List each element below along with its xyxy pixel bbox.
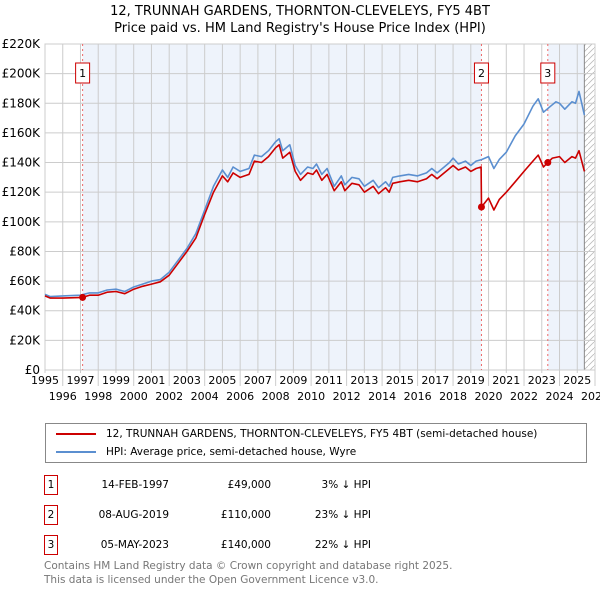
sale-point [79, 293, 87, 301]
legend-label-hpi: HPI: Average price, semi-detached house,… [106, 445, 357, 458]
y-tick-label: £140K [2, 156, 42, 170]
x-tick-label: 2007 [244, 374, 272, 387]
x-tick-label: 2018 [439, 390, 467, 403]
x-tick-label: 2019 [457, 374, 485, 387]
y-tick-label: £80K [9, 244, 41, 258]
plot-area: 1995 1996 1997 1998 1999 2000 2001 2002 2003 2004… [2, 37, 600, 403]
x-tick-label: 1999 [102, 374, 130, 387]
y-tick-label: £180K [2, 96, 42, 110]
y-tick-label: £60K [9, 274, 41, 288]
legend-swatch-hpi [56, 450, 96, 453]
x-tick-label: 2013 [350, 374, 378, 387]
legend-item-property: 12, TRUNNAH GARDENS, THORNTON-CLEVELEYS,… [56, 425, 537, 442]
chart-subtitle: Price paid vs. HM Land Registry's House … [114, 21, 486, 36]
x-tick-label: 2024 [546, 390, 574, 403]
sale-row: 3 05-MAY-2023 £140,000 22% ↓ HPI [44, 535, 564, 555]
x-tick-label: 2016 [404, 390, 432, 403]
sale-hpi-relation: 22% ↓ HPI [314, 539, 371, 551]
sale-row: 1 14-FEB-1997 £49,000 3% ↓ HPI [44, 475, 564, 495]
x-tick-label: 2001 [137, 374, 165, 387]
plot-border [44, 43, 596, 371]
x-tick-label: 2026 [581, 390, 600, 403]
sale-label-box [473, 62, 489, 84]
future-hatch [584, 44, 595, 370]
sale-row: 2 08-AUG-2019 £110,000 23% ↓ HPI [44, 505, 564, 525]
x-tick-label: 2022 [510, 390, 538, 403]
x-tick-label: 2020 [475, 390, 503, 403]
y-tick-label: £220K [2, 37, 42, 51]
legend-label-property: 12, TRUNNAH GARDENS, THORNTON-CLEVELEYS,… [106, 427, 538, 440]
sale-price: £49,000 [227, 479, 271, 491]
x-tick-label: 1998 [84, 390, 112, 403]
footer-copyright: Contains HM Land Registry data © Crown c… [44, 560, 453, 572]
series-line-hpi [44, 90, 586, 298]
x-tick-label: 2005 [208, 374, 236, 387]
sale-number-badge: 1 [44, 475, 58, 495]
sale-date: 08-AUG-2019 [98, 509, 169, 521]
sale-label-box [75, 62, 91, 84]
sale-number-badge: 2 [44, 505, 58, 525]
x-tick-label: 2010 [297, 390, 325, 403]
y-tick-label: £0 [25, 363, 40, 377]
legend-swatch-property [56, 432, 96, 435]
y-tick-label: £20K [9, 333, 41, 347]
sale-label-number: 2 [478, 67, 485, 80]
x-tick-label: 2002 [155, 390, 183, 403]
chart-title: 12, TRUNNAH GARDENS, THORNTON-CLEVELEYS,… [110, 4, 490, 19]
x-tick-label: 2015 [386, 374, 414, 387]
sale-date: 14-FEB-1997 [101, 479, 169, 491]
footer-licence: This data is licensed under the Open Gov… [44, 574, 379, 586]
sale-label-number: 1 [79, 67, 86, 80]
x-tick-label: 2000 [120, 390, 148, 403]
x-tick-label: 2011 [315, 374, 343, 387]
x-tick-label: 2003 [173, 374, 201, 387]
x-tick-label: 2025 [563, 374, 591, 387]
ownership-shade [82, 44, 482, 370]
sale-date: 05-MAY-2023 [100, 539, 169, 551]
x-tick-label: 2012 [333, 390, 361, 403]
sale-hpi-relation: 23% ↓ HPI [314, 509, 371, 521]
y-tick-label: £40K [9, 304, 41, 318]
sale-hpi-relation: 3% ↓ HPI [321, 479, 371, 491]
sale-price: £140,000 [220, 539, 271, 551]
sale-point [477, 203, 485, 211]
x-tick-label: 2004 [191, 390, 219, 403]
series-line-property [44, 144, 586, 299]
x-tick-label: 1997 [66, 374, 94, 387]
y-tick-label: £120K [2, 185, 42, 199]
y-tick-label: £200K [2, 67, 42, 81]
legend: 12, TRUNNAH GARDENS, THORNTON-CLEVELEYS,… [45, 423, 587, 463]
x-tick-label: 2006 [226, 390, 254, 403]
x-tick-label: 2009 [279, 374, 307, 387]
sale-label-box [540, 62, 556, 84]
x-tick-label: 1995 [31, 374, 59, 387]
y-tick-label: £160K [2, 126, 42, 140]
sale-label-number: 3 [544, 67, 551, 80]
sale-point [544, 159, 552, 167]
sale-number-badge: 3 [44, 535, 58, 555]
x-tick-label: 2023 [528, 374, 556, 387]
sale-price: £110,000 [220, 509, 271, 521]
x-tick-label: 1996 [49, 390, 77, 403]
x-tick-label: 2008 [262, 390, 290, 403]
x-tick-label: 2017 [421, 374, 449, 387]
legend-item-hpi: HPI: Average price, semi-detached house,… [56, 443, 356, 460]
y-tick-label: £100K [2, 215, 42, 229]
x-tick-label: 2014 [368, 390, 396, 403]
x-tick-label: 2021 [492, 374, 520, 387]
ownership-shade [547, 44, 585, 370]
